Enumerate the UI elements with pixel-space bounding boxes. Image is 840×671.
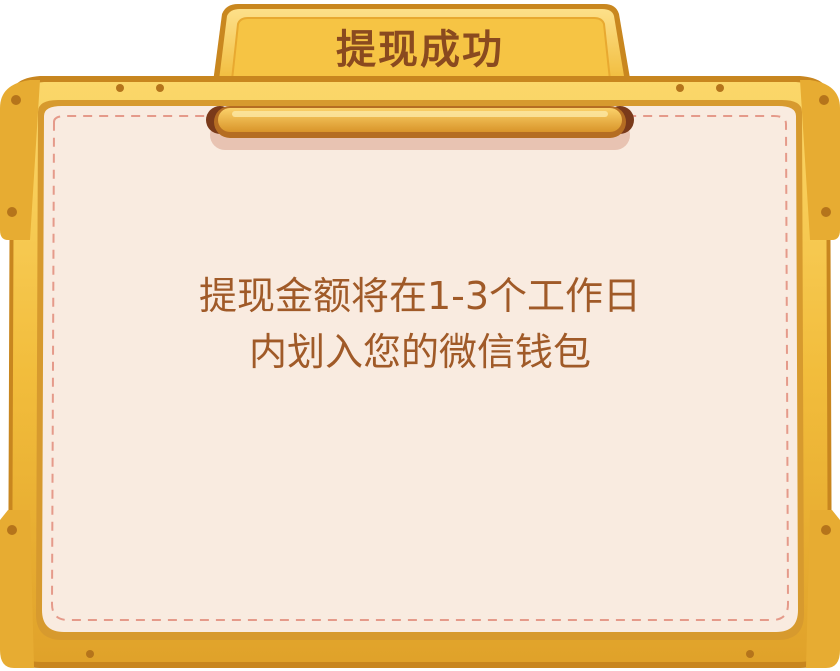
frame-border bbox=[8, 76, 832, 668]
rivet-icon bbox=[7, 84, 831, 658]
title-tab bbox=[212, 4, 632, 90]
corner-plates bbox=[0, 80, 840, 668]
message-line-2: 内划入您的微信钱包 bbox=[248, 330, 591, 374]
dialog-message: 提现金额将在1-3个工作日 内划入您的微信钱包 bbox=[80, 268, 760, 380]
dialog-title: 提现成功 bbox=[336, 27, 504, 73]
handle-icon bbox=[206, 106, 634, 150]
message-line-1: 提现金额将在1-3个工作日 bbox=[198, 274, 642, 318]
